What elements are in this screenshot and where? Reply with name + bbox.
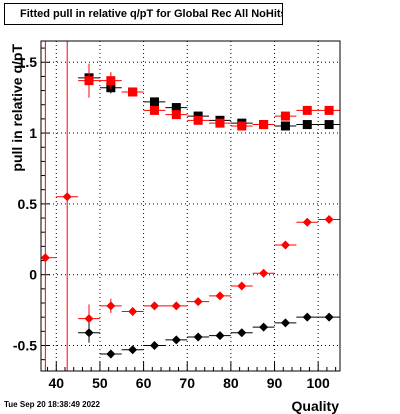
data-point-diamond <box>128 345 138 355</box>
data-point-diamond <box>84 328 94 338</box>
data-point-diamond <box>171 301 181 311</box>
chart-title: Fitted pull in relative q/pT for Global … <box>4 3 283 25</box>
data-point-diamond <box>324 312 334 322</box>
data-point-diamond <box>215 291 225 301</box>
data-point-diamond <box>106 301 116 311</box>
data-point-square <box>280 111 290 121</box>
x-tick-label: 70 <box>179 375 195 391</box>
data-point-diamond <box>128 307 138 317</box>
data-point-square <box>171 103 181 113</box>
data-point-diamond <box>84 314 94 324</box>
y-tick-label: 1.5 <box>18 54 38 70</box>
data-point-square <box>302 105 312 115</box>
data-point-square <box>106 76 116 86</box>
x-tick-label: 60 <box>136 375 152 391</box>
data-point-square <box>193 115 203 125</box>
plot-frame <box>40 40 341 372</box>
x-tick-label: 40 <box>48 375 64 391</box>
data-point-square <box>259 120 269 130</box>
data-point-square <box>149 105 159 115</box>
data-point-diamond <box>171 335 181 345</box>
timestamp: Tue Sep 20 18:38:49 2022 <box>4 400 100 409</box>
x-tick-label: 90 <box>267 375 283 391</box>
x-axis-label: Quality <box>292 398 340 414</box>
x-tick-label: 50 <box>92 375 108 391</box>
series-3 <box>78 312 340 359</box>
data-point-square <box>324 120 334 130</box>
data-point-square <box>280 121 290 131</box>
data-point-square <box>302 120 312 130</box>
data-point-diamond <box>302 312 312 322</box>
data-point-square <box>84 76 94 86</box>
y-tick-label: 0 <box>29 267 37 283</box>
y-tick-label: 1 <box>29 125 37 141</box>
y-axis-label: pull in relative q/pT <box>9 44 25 172</box>
data-point-diamond <box>215 331 225 341</box>
data-point-square <box>171 110 181 120</box>
data-point-diamond <box>40 253 50 263</box>
data-point-square <box>149 97 159 107</box>
data-point-square <box>215 118 225 128</box>
data-point-diamond <box>106 349 116 359</box>
data-point-diamond <box>149 301 159 311</box>
data-point-square <box>324 105 334 115</box>
x-tick-label: 100 <box>306 375 330 391</box>
x-tick-label: 80 <box>223 375 239 391</box>
data-point-diamond <box>259 322 269 332</box>
series-1 <box>78 63 340 131</box>
data-point-square <box>237 121 247 131</box>
data-point-diamond <box>280 240 290 250</box>
data-point-diamond <box>280 318 290 328</box>
data-point-diamond <box>193 332 203 342</box>
y-tick-label: -0.5 <box>13 338 37 354</box>
data-point-diamond <box>302 217 312 227</box>
grid <box>41 41 340 371</box>
data-point-diamond <box>62 192 72 202</box>
data-point-diamond <box>324 214 334 224</box>
data-point-diamond <box>237 281 247 291</box>
data-point-diamond <box>259 268 269 278</box>
series-2 <box>40 41 340 371</box>
data-point-diamond <box>149 341 159 351</box>
data-marks <box>40 41 340 371</box>
data-point-diamond <box>193 297 203 307</box>
y-tick-label: 0.5 <box>18 196 38 212</box>
axis-ticks <box>41 47 337 371</box>
tick-labels: 40 50 60 70 80 90 100 -0.5 0 0.5 1 1.5 <box>13 54 330 391</box>
data-point-diamond <box>237 328 247 338</box>
data-point-square <box>128 87 138 97</box>
